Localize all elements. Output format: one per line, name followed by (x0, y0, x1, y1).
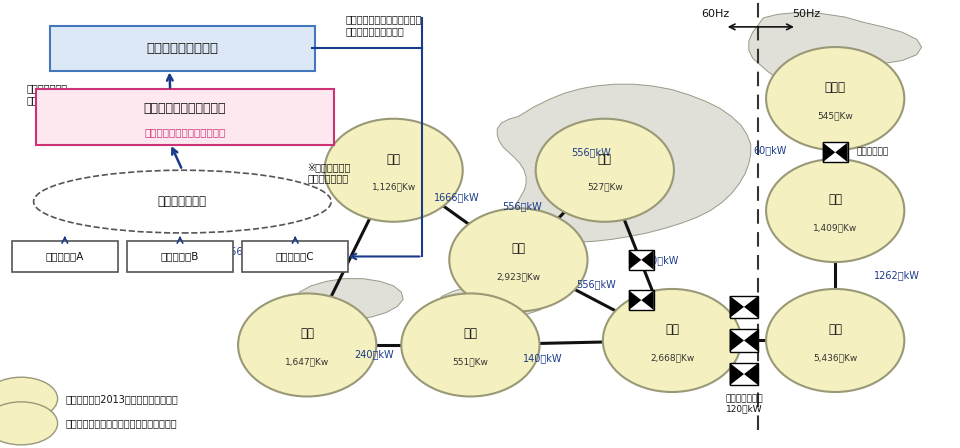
FancyBboxPatch shape (50, 26, 315, 71)
Text: 556万kW: 556万kW (503, 201, 542, 211)
Text: 電力広域的運営推進機関: 電力広域的運営推進機関 (144, 103, 226, 116)
FancyBboxPatch shape (242, 241, 348, 272)
Text: 1,126万Kw: 1,126万Kw (372, 183, 416, 192)
Text: の中の数値は2013年度の最大需要電力: の中の数値は2013年度の最大需要電力 (65, 394, 178, 404)
FancyBboxPatch shape (12, 241, 118, 272)
Polygon shape (641, 290, 654, 310)
Text: 60Hz: 60Hz (701, 9, 730, 19)
Ellipse shape (766, 47, 904, 150)
Bar (730, 363, 758, 385)
Text: 交直変換設備: 交直変換設備 (856, 148, 889, 157)
Text: 九州: 九州 (300, 327, 314, 340)
Ellipse shape (766, 289, 904, 392)
Ellipse shape (603, 289, 741, 392)
Polygon shape (744, 363, 758, 385)
Polygon shape (744, 296, 758, 318)
Text: 電気事業者A: 電気事業者A (46, 251, 84, 262)
Text: ※各電気事業者
との調整を行う: ※各電気事業者 との調整を行う (307, 162, 350, 183)
Polygon shape (294, 279, 403, 319)
Bar (629, 290, 654, 310)
FancyBboxPatch shape (127, 241, 233, 272)
Ellipse shape (536, 119, 674, 222)
Text: 中国: 中国 (387, 152, 400, 166)
Text: 東京: 東京 (828, 323, 842, 336)
Text: 556万kW: 556万kW (571, 147, 611, 157)
Text: 供給計画を取りまとめて検討: 供給計画を取りまとめて検討 (144, 127, 226, 137)
Text: 2,923万Kw: 2,923万Kw (496, 272, 540, 281)
Ellipse shape (238, 293, 376, 396)
Ellipse shape (449, 208, 588, 311)
FancyBboxPatch shape (36, 89, 334, 145)
Text: 四国: 四国 (464, 327, 477, 340)
Ellipse shape (766, 159, 904, 262)
Text: 東北: 東北 (828, 193, 842, 206)
Polygon shape (641, 250, 654, 270)
Bar (730, 329, 758, 352)
Bar (730, 296, 758, 318)
Text: の間の線の数値は地域間連系線の送電容量: の間の線の数値は地域間連系線の送電容量 (65, 418, 177, 428)
Text: 5,436万Kw: 5,436万Kw (813, 353, 857, 362)
Text: 供給計画が適切でない場合は
勧告等の措置を講じる: 供給計画が適切でない場合は 勧告等の措置を講じる (346, 14, 422, 36)
Polygon shape (730, 296, 744, 318)
Ellipse shape (34, 170, 331, 233)
Text: 周波数変換設備
120万kW: 周波数変換設備 120万kW (725, 394, 763, 414)
Ellipse shape (0, 377, 58, 420)
Text: 551万Kw: 551万Kw (452, 358, 489, 366)
Text: 556万kW: 556万kW (225, 246, 264, 256)
Ellipse shape (401, 293, 540, 396)
Text: 電気事業者C: 電気事業者C (276, 251, 315, 262)
Text: 北陸: 北陸 (598, 152, 612, 166)
Polygon shape (629, 250, 641, 270)
Text: 関西: 関西 (512, 242, 525, 255)
Text: 1,409万Kw: 1,409万Kw (813, 223, 857, 232)
Polygon shape (749, 13, 922, 84)
Text: 527万Kw: 527万Kw (587, 183, 623, 192)
Text: 国（経済産業大臣）: 国（経済産業大臣） (146, 42, 219, 55)
Ellipse shape (324, 119, 463, 222)
Polygon shape (823, 142, 835, 162)
Polygon shape (744, 329, 758, 352)
Text: 50Hz: 50Hz (792, 9, 821, 19)
Text: 中部: 中部 (665, 323, 679, 336)
Polygon shape (497, 84, 751, 242)
Polygon shape (629, 290, 641, 310)
Text: 供給計画の提出: 供給計画の提出 (157, 195, 207, 208)
Text: 2,668万Kw: 2,668万Kw (650, 353, 694, 362)
Bar (823, 142, 848, 162)
Text: 北海道: 北海道 (825, 81, 846, 94)
Polygon shape (835, 142, 848, 162)
Polygon shape (437, 283, 552, 318)
Text: 556万kW: 556万kW (576, 280, 615, 289)
Bar (629, 250, 654, 270)
Ellipse shape (0, 402, 58, 445)
Text: 140万kW: 140万kW (522, 353, 563, 363)
Text: 供給計画を送付
（必要に応じて意見具申）: 供給計画を送付 （必要に応じて意見具申） (27, 83, 97, 105)
Polygon shape (730, 363, 744, 385)
Text: 1666万kW: 1666万kW (434, 192, 480, 202)
Text: 電気事業者B: 電気事業者B (161, 251, 199, 262)
Text: 60万kW: 60万kW (754, 145, 787, 155)
Text: 240万kW: 240万kW (354, 349, 395, 359)
Polygon shape (730, 329, 744, 352)
Text: 30万kW: 30万kW (645, 255, 679, 265)
Text: 545万Kw: 545万Kw (817, 111, 853, 120)
Text: 1,647万Kw: 1,647万Kw (285, 358, 329, 366)
Text: 1262万kW: 1262万kW (874, 271, 920, 280)
